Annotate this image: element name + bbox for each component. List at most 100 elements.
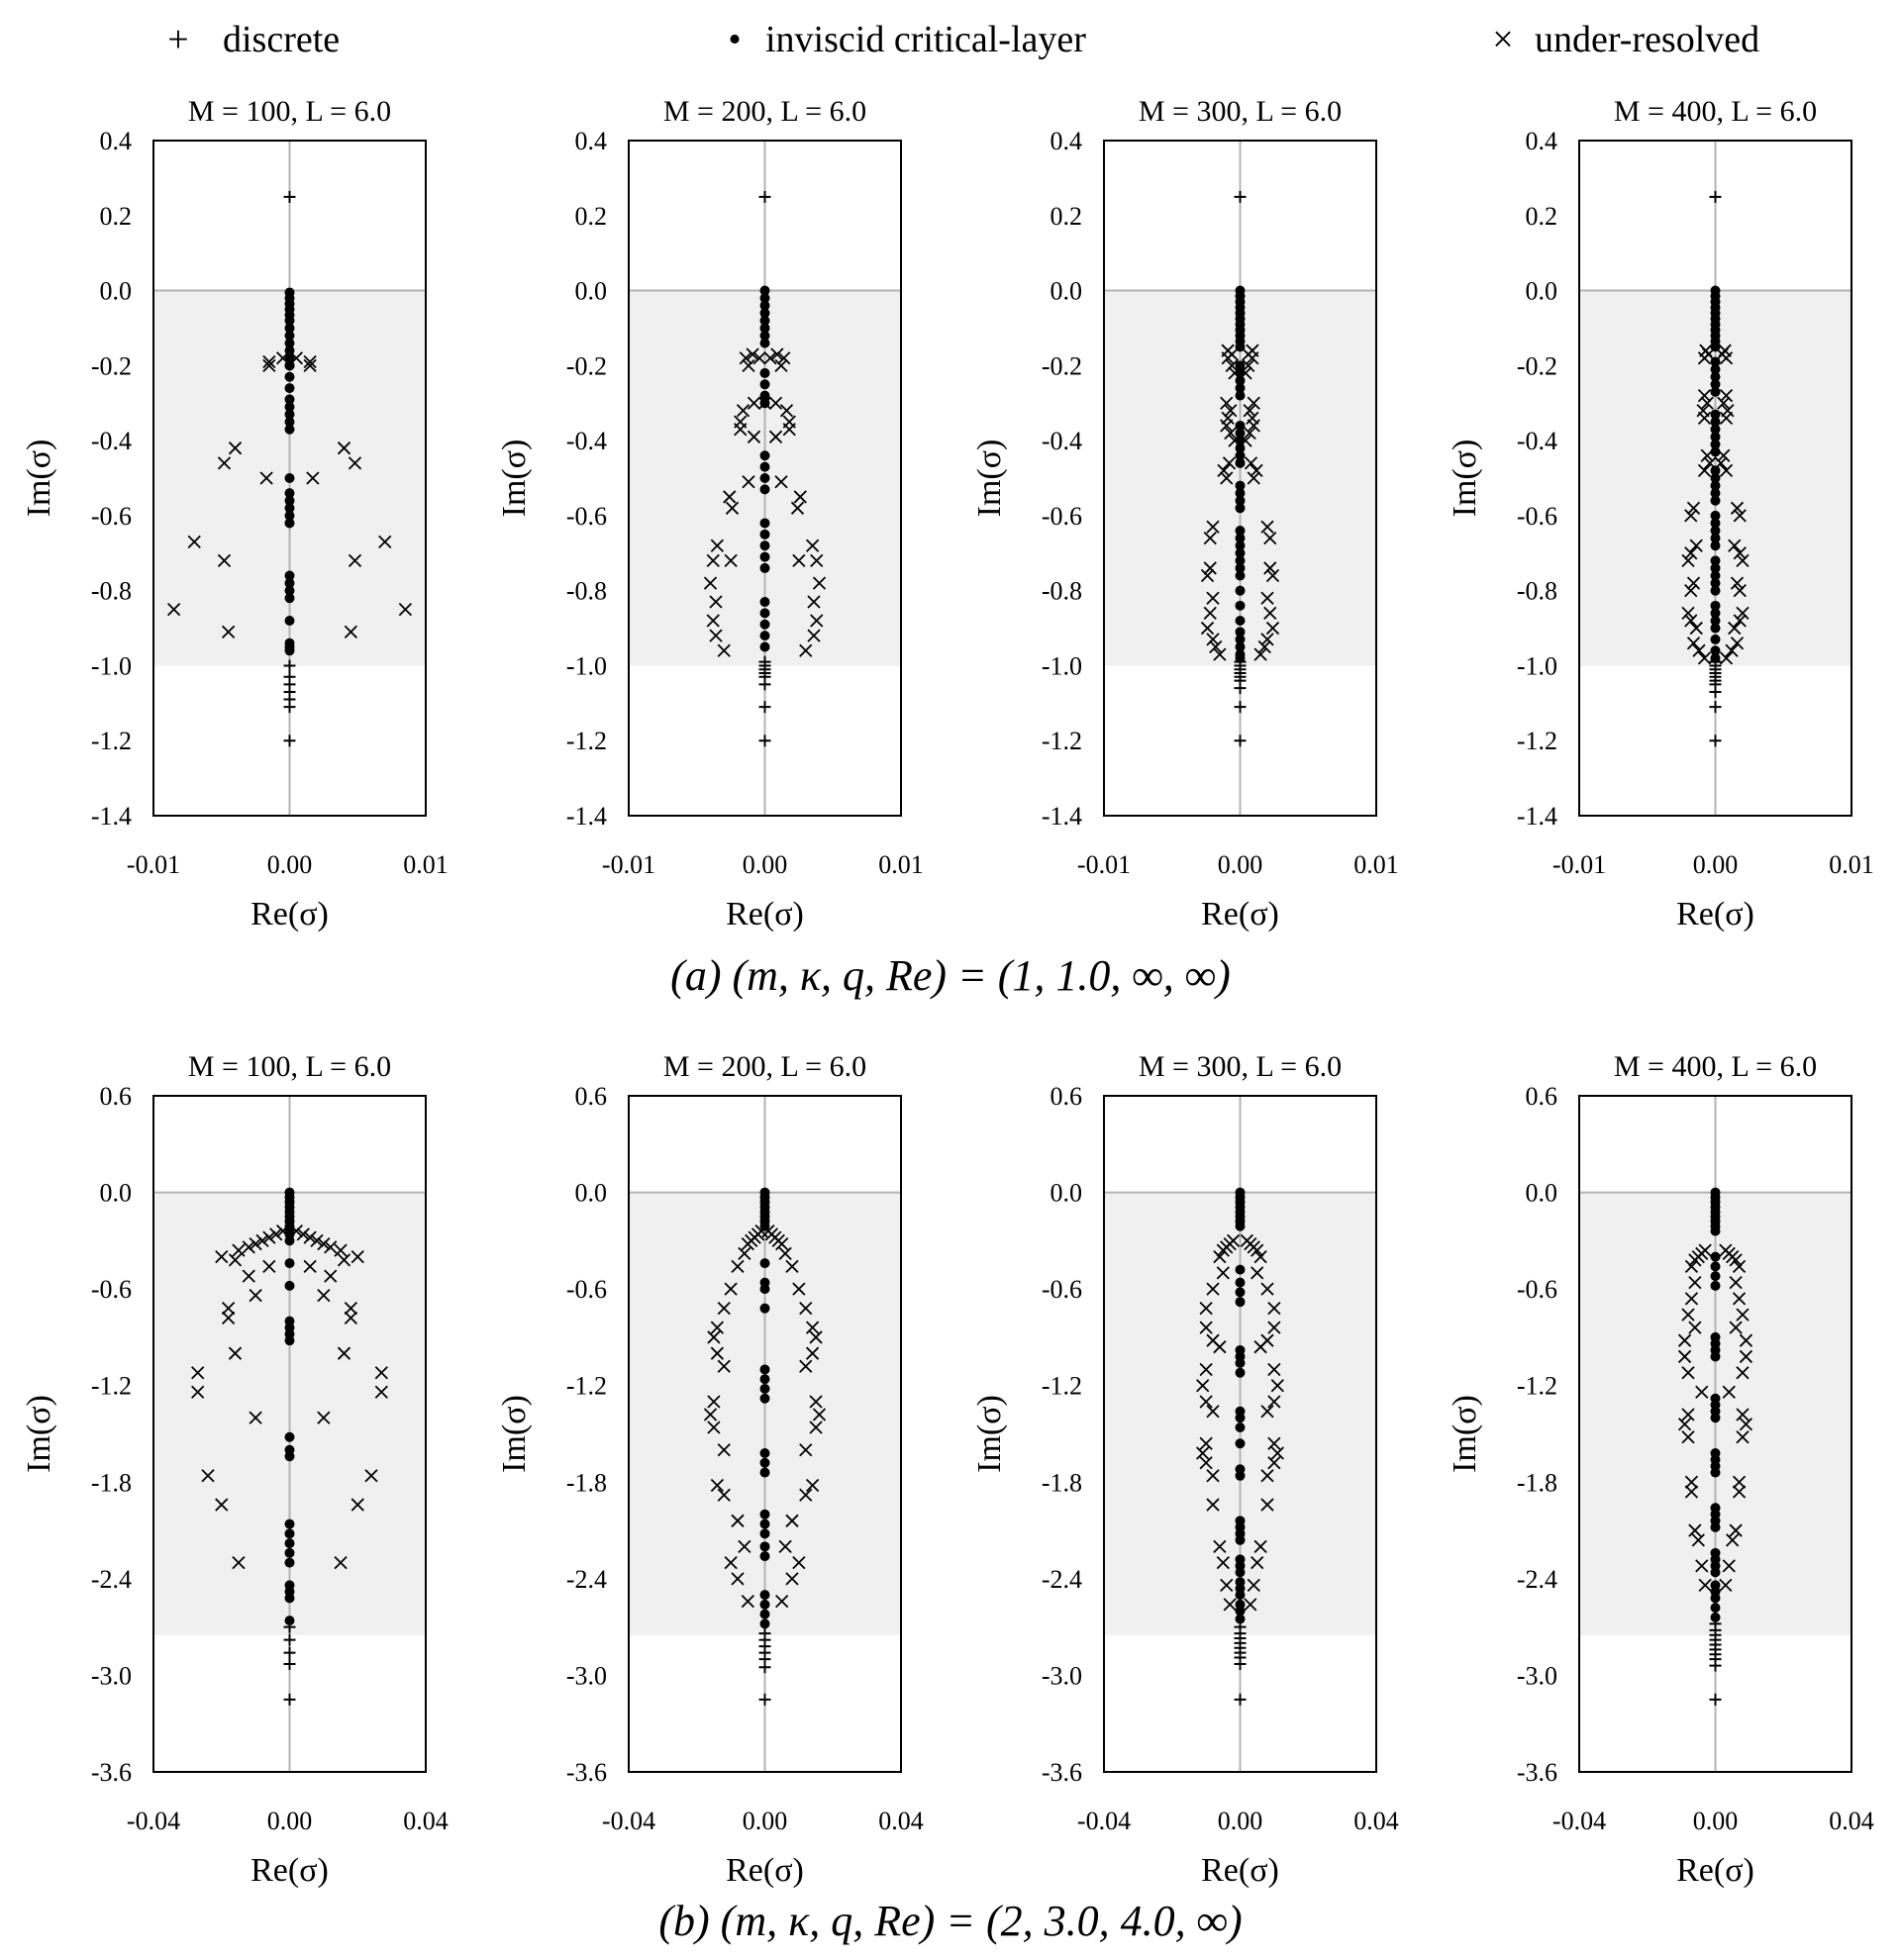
data-point-under-resolved [1221, 351, 1235, 365]
data-point-inviscid [1235, 1367, 1246, 1378]
data-point-under-resolved [1688, 1523, 1702, 1537]
data-point-under-resolved [1677, 1349, 1692, 1364]
x-tick-label: 0.00 [1693, 1807, 1739, 1835]
data-point-inviscid [759, 390, 770, 401]
data-point-under-resolved [1222, 456, 1237, 470]
data-point-under-resolved [1739, 1418, 1753, 1431]
data-point-under-resolved [215, 1498, 229, 1512]
y-tick-label: -2.4 [566, 1565, 607, 1594]
y-axis-label: Im(σ) [971, 1395, 1008, 1473]
y-tick-label: -1.2 [1042, 727, 1082, 755]
data-point-under-resolved [799, 1302, 813, 1316]
data-point-inviscid [1710, 526, 1721, 537]
data-point-discrete [1709, 1659, 1722, 1672]
series-dot [284, 287, 295, 656]
series-x [1200, 343, 1280, 661]
data-point-under-resolved [1684, 1475, 1699, 1489]
data-point-under-resolved [303, 354, 317, 369]
data-point-under-resolved [785, 1259, 799, 1274]
data-point-under-resolved [1697, 389, 1712, 403]
data-point-under-resolved [1700, 396, 1714, 410]
data-point-under-resolved [259, 471, 273, 485]
series-dot [759, 285, 770, 652]
data-point-inviscid [1710, 371, 1721, 382]
data-point-under-resolved [1677, 1418, 1692, 1431]
data-point-under-resolved [1688, 1276, 1702, 1290]
y-tick-label: -1.8 [91, 1468, 132, 1497]
data-point-under-resolved [792, 553, 806, 567]
data-point-inviscid [1235, 600, 1246, 611]
data-point-under-resolved [306, 471, 320, 485]
data-point-inviscid [759, 450, 770, 461]
data-point-under-resolved [1206, 1282, 1220, 1296]
data-point-under-resolved [1267, 1302, 1281, 1316]
data-point-under-resolved [1199, 1302, 1213, 1316]
data-point-under-resolved [1697, 351, 1712, 365]
data-point-under-resolved [734, 423, 748, 437]
series-x [191, 1224, 388, 1570]
y-tick-label: 0.0 [1051, 277, 1083, 306]
data-point-inviscid [1235, 383, 1246, 394]
plot-frame [152, 140, 427, 817]
data-point-under-resolved [1213, 1340, 1227, 1354]
y-tick-label: -1.4 [566, 802, 607, 831]
data-point-under-resolved [1736, 606, 1750, 621]
y-tick-label: 0.0 [1526, 1179, 1558, 1208]
x-tick-label: 0.01 [878, 850, 924, 879]
data-point-discrete [283, 190, 296, 203]
data-point-under-resolved [1243, 426, 1256, 441]
data-point-inviscid [1235, 1534, 1246, 1545]
data-point-inviscid [759, 1383, 770, 1394]
legend: + discrete • inviscid critical-layer × u… [167, 19, 1759, 60]
data-point-under-resolved [1681, 1408, 1695, 1421]
data-point-under-resolved [805, 1478, 820, 1493]
data-point-under-resolved [710, 1321, 725, 1334]
data-point-under-resolved [1686, 637, 1701, 650]
chart-panel: 0.6 0.0 -0.6 -1.2 -1.8 -2.4 -3.0 -3.6 -0.04 0.00 0… [1447, 1050, 1874, 1889]
y-tick-label: -1.2 [566, 727, 607, 755]
data-point-under-resolved [747, 430, 761, 443]
data-point-under-resolved [1267, 1395, 1281, 1409]
data-point-under-resolved [228, 1346, 243, 1360]
data-point-discrete [1709, 685, 1722, 698]
data-point-under-resolved [310, 1233, 324, 1247]
data-point-inviscid [284, 488, 295, 499]
data-point-inviscid [1710, 585, 1721, 596]
data-point-under-resolved [334, 1243, 348, 1257]
data-point-under-resolved [717, 643, 731, 657]
chart-panel: 0.4 0.2 0.0 -0.2 -0.4 -0.6 -0.8 -1.0 -1.2 -1.4 -0.… [496, 95, 924, 932]
data-point-inviscid [759, 1590, 770, 1601]
legend-inviscid-marker: • [728, 19, 741, 60]
y-tick-label: 0.0 [1526, 277, 1558, 306]
data-point-inviscid [284, 394, 295, 405]
data-point-under-resolved [1728, 539, 1742, 552]
data-point-under-resolved [747, 396, 761, 410]
data-point-under-resolved [1719, 351, 1734, 365]
data-point-inviscid [1235, 442, 1246, 453]
data-point-inviscid [1235, 1297, 1246, 1308]
data-point-inviscid [1710, 465, 1721, 476]
data-point-inviscid [759, 331, 770, 342]
data-point-inviscid [1710, 432, 1721, 442]
data-point-inviscid [1710, 379, 1721, 390]
data-point-inviscid [759, 1618, 770, 1629]
data-point-inviscid [759, 323, 770, 334]
data-point-under-resolved [703, 1408, 718, 1421]
data-point-under-resolved [1733, 509, 1747, 523]
y-tick-label: -0.6 [566, 502, 607, 531]
y-tick-label: -1.4 [1517, 802, 1557, 831]
data-point-under-resolved [1247, 396, 1260, 410]
data-point-under-resolved [739, 351, 752, 365]
y-axis-label: Im(σ) [971, 440, 1008, 518]
legend-discrete-label: discrete [223, 19, 340, 60]
data-point-under-resolved [324, 1240, 338, 1254]
chart-panel: 0.6 0.0 -0.6 -1.2 -1.8 -2.4 -3.0 -3.6 -0.04 0.00 0… [21, 1050, 449, 1889]
data-point-under-resolved [1719, 1578, 1733, 1592]
data-point-under-resolved [337, 1253, 351, 1267]
y-tick-label: -0.2 [566, 351, 607, 380]
data-point-under-resolved [799, 1359, 813, 1373]
data-point-inviscid [1710, 533, 1721, 543]
data-point-under-resolved [1199, 1362, 1213, 1377]
data-point-under-resolved [249, 1289, 262, 1303]
data-point-under-resolved [1684, 584, 1698, 598]
